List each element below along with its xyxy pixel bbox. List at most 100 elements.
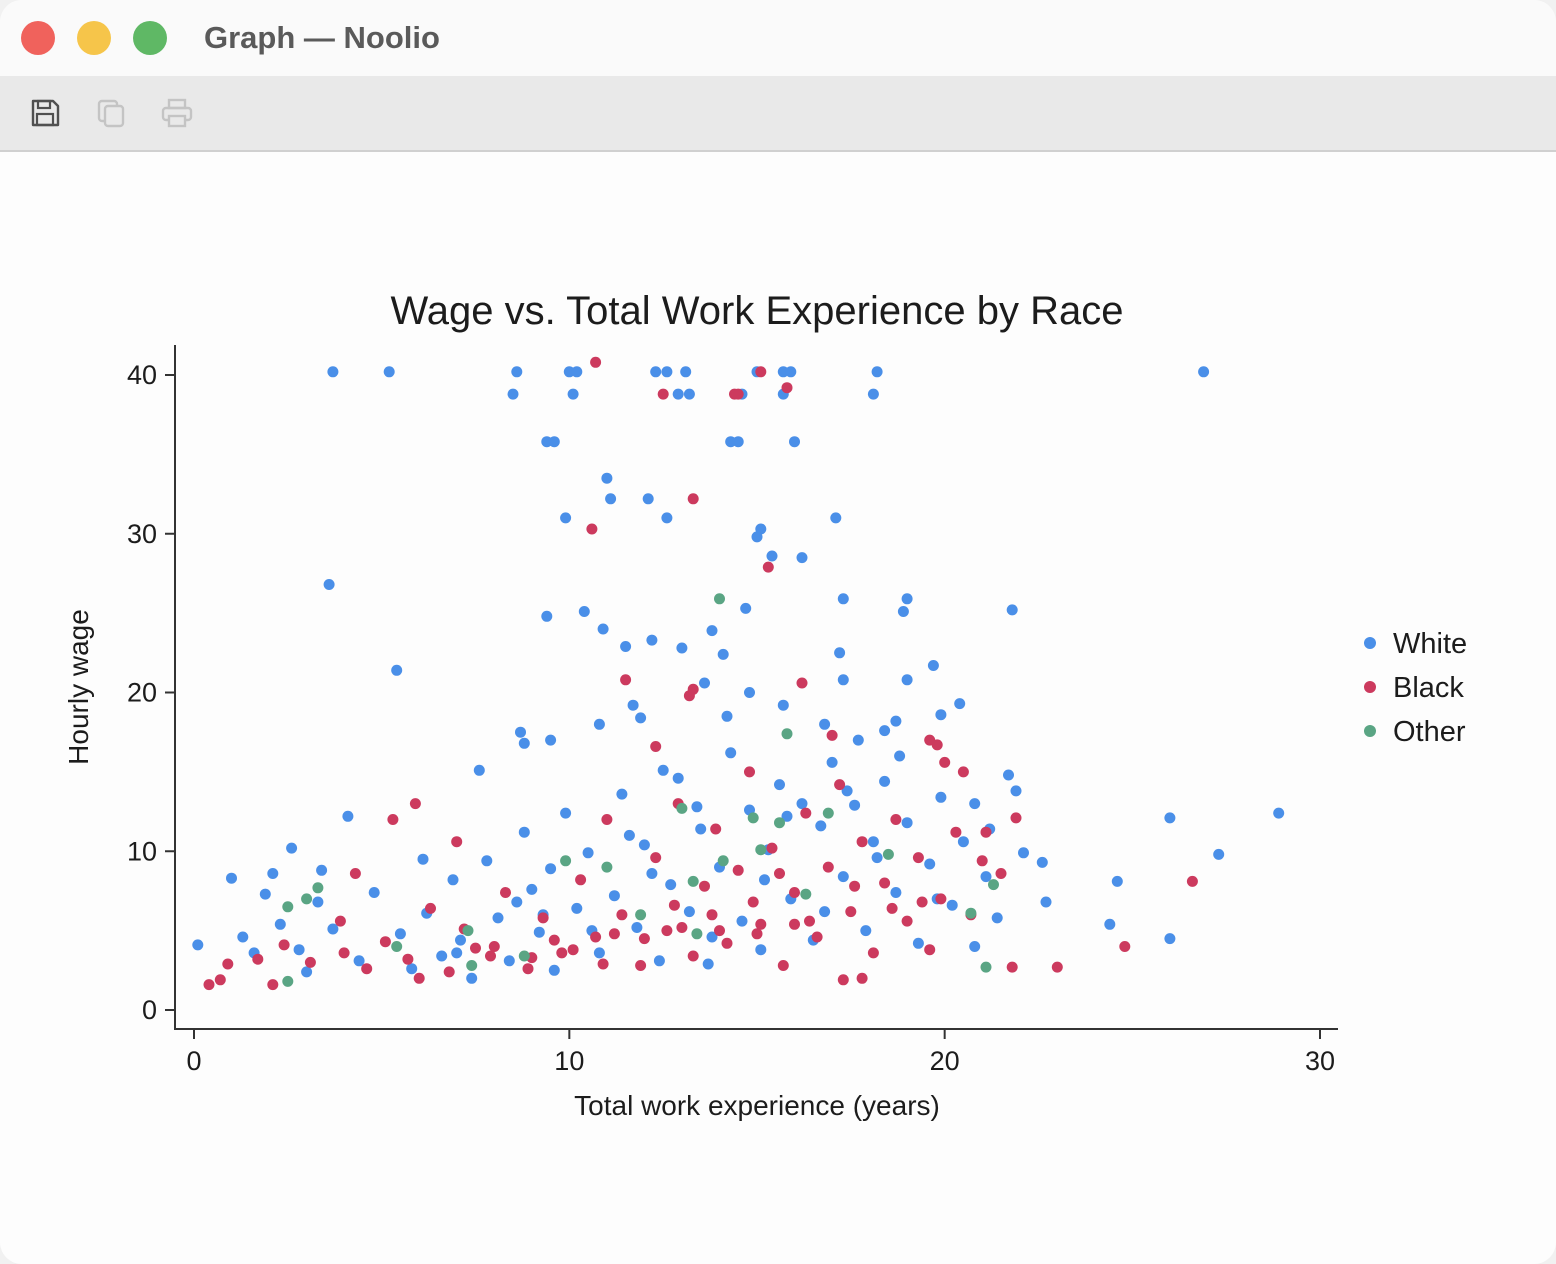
- data-point: [635, 909, 647, 921]
- data-point: [789, 436, 800, 448]
- data-point: [950, 826, 962, 838]
- minimize-window-button[interactable]: [77, 21, 111, 55]
- data-point: [740, 602, 752, 614]
- scatter-chart: Wage vs. Total Work Experience by Race T…: [63, 289, 1467, 1121]
- x-ticks: 0 10 20 30: [186, 1029, 1335, 1076]
- data-point: [417, 853, 429, 865]
- data-point: [687, 493, 699, 505]
- data-point: [1010, 812, 1022, 824]
- data-point: [856, 972, 868, 984]
- data-point: [1164, 933, 1176, 945]
- data-point: [226, 872, 237, 884]
- data-point: [635, 712, 647, 724]
- data-point: [837, 974, 849, 986]
- print-button[interactable]: [157, 93, 197, 133]
- data-point: [511, 896, 523, 908]
- data-point: [815, 820, 827, 832]
- data-point: [582, 847, 594, 859]
- data-point: [819, 906, 831, 918]
- save-icon: [31, 99, 60, 127]
- data-point: [714, 925, 725, 937]
- data-point: [988, 879, 999, 891]
- data-point: [556, 947, 568, 959]
- data-point: [650, 741, 662, 752]
- data-point: [473, 764, 485, 776]
- data-point: [627, 699, 639, 711]
- data-point: [466, 960, 478, 971]
- data-point: [916, 896, 928, 908]
- data-point: [567, 388, 579, 400]
- data-point: [1119, 941, 1131, 952]
- data-point: [485, 950, 496, 962]
- data-point: [890, 887, 902, 898]
- data-point: [976, 855, 988, 867]
- y-tick-label: 30: [127, 519, 157, 549]
- data-point: [901, 915, 913, 927]
- data-point: [518, 826, 530, 838]
- data-point: [830, 512, 842, 524]
- data-point: [676, 642, 688, 654]
- data-point: [796, 677, 808, 689]
- data-point: [593, 718, 605, 730]
- data-point: [1040, 896, 1052, 908]
- data-point: [879, 775, 891, 787]
- data-point: [777, 699, 789, 711]
- data-point: [620, 674, 632, 686]
- data-point: [1111, 875, 1123, 887]
- data-point: [879, 877, 891, 889]
- data-point: [379, 936, 391, 948]
- save-button[interactable]: [25, 93, 65, 133]
- data-point: [969, 798, 981, 810]
- data-point: [867, 388, 879, 400]
- data-point: [282, 975, 294, 987]
- data-point: [470, 942, 481, 954]
- close-window-button[interactable]: [21, 21, 55, 55]
- data-point: [304, 956, 316, 968]
- data-point: [312, 882, 324, 894]
- data-point: [837, 674, 849, 686]
- data-point: [774, 817, 785, 829]
- data-point: [687, 683, 699, 695]
- data-point: [443, 966, 455, 978]
- data-point: [548, 436, 560, 448]
- data-point: [1273, 807, 1285, 819]
- copy-button[interactable]: [91, 93, 131, 133]
- data-point: [214, 974, 226, 986]
- x-tick-label: 10: [554, 1046, 584, 1076]
- data-point: [274, 918, 286, 930]
- data-point: [804, 915, 815, 927]
- data-point: [856, 836, 868, 848]
- data-point: [601, 861, 613, 873]
- legend: White Black Other: [1364, 628, 1467, 748]
- data-point: [717, 648, 729, 660]
- data-point: [849, 799, 861, 811]
- data-point: [650, 366, 662, 378]
- data-point: [515, 726, 526, 738]
- data-point: [488, 941, 500, 952]
- data-point: [278, 939, 290, 951]
- data-point: [1104, 918, 1116, 930]
- data-point: [387, 814, 399, 825]
- data-point: [935, 791, 947, 803]
- data-point: [852, 734, 864, 746]
- data-point: [867, 836, 879, 848]
- data-point: [747, 896, 759, 908]
- data-point: [1003, 769, 1014, 781]
- data-point: [503, 955, 515, 967]
- data-point: [1018, 847, 1029, 859]
- data-point: [931, 739, 943, 751]
- data-point: [755, 944, 767, 956]
- data-point: [871, 852, 883, 864]
- data-point: [293, 944, 305, 956]
- zoom-window-button[interactable]: [133, 21, 167, 55]
- data-point: [826, 729, 838, 741]
- data-point: [732, 388, 744, 400]
- data-point: [834, 779, 846, 791]
- data-point: [657, 764, 669, 776]
- data-point: [717, 855, 729, 867]
- data-point: [222, 958, 234, 970]
- data-point: [706, 625, 718, 637]
- data-point: [425, 902, 436, 914]
- data-point: [661, 512, 673, 524]
- data-point: [721, 710, 733, 722]
